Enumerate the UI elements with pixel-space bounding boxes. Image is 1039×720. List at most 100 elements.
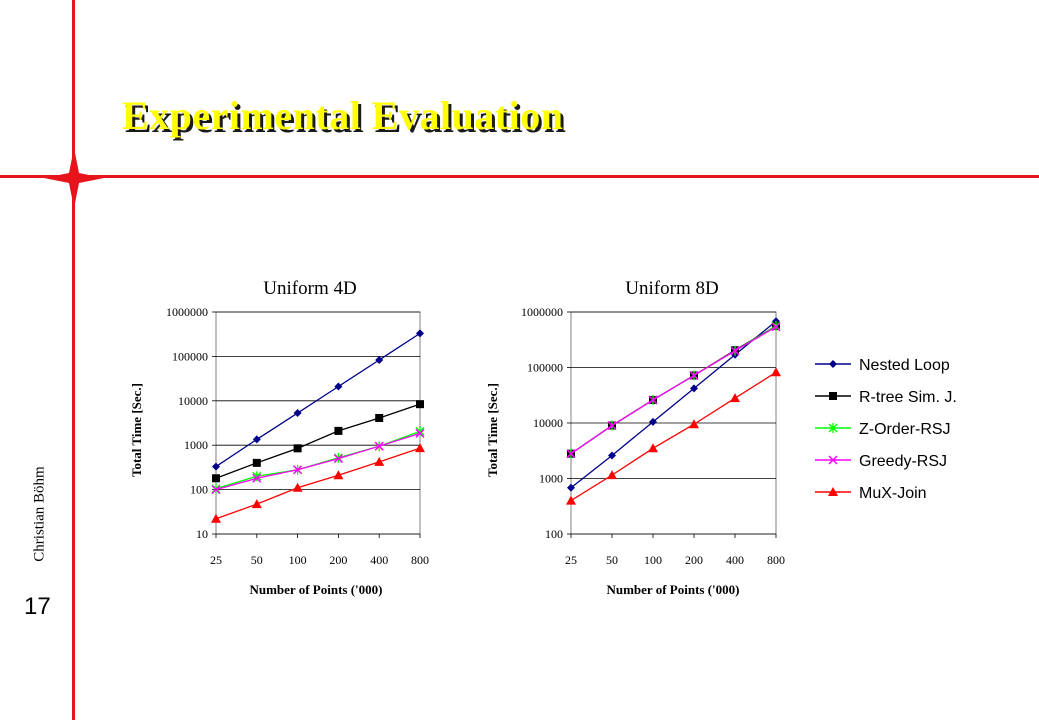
legend-entry: Z-Order-RSJ — [815, 421, 951, 438]
data-point — [415, 443, 425, 453]
series-r-tree-sim-j — [212, 400, 424, 483]
plot-area — [215, 311, 421, 535]
data-point — [730, 393, 740, 403]
series-greedy-rsj — [211, 428, 425, 495]
chart-title: Uniform 8D — [625, 278, 718, 299]
data-point — [292, 482, 303, 492]
series-line — [215, 447, 421, 520]
data-point — [211, 485, 221, 495]
red-star-icon — [44, 148, 104, 208]
series-mux-join — [211, 443, 425, 523]
chart-legend: Nested Loop R-tree Sim. J. Z-Order-RSJ Gree… — [815, 357, 957, 502]
x-tick-label: 200 — [685, 553, 703, 567]
data-point — [607, 470, 617, 480]
y-tick-label: 1000000 — [521, 305, 563, 319]
series-line — [570, 371, 777, 502]
data-point — [374, 441, 384, 451]
data-point — [649, 417, 657, 426]
vertical-accent-line — [72, 0, 75, 720]
data-point — [375, 413, 384, 422]
legend-marker — [828, 487, 838, 496]
legend-label: R-tree Sim. J. — [859, 389, 957, 406]
legend-label: Nested Loop — [859, 357, 950, 374]
legend-entry: Nested Loop — [815, 357, 950, 374]
data-point — [689, 419, 699, 429]
y-tick-label: 100 — [190, 483, 208, 497]
y-axis-label: Total Time [Sec.] — [485, 383, 500, 477]
x-tick-label: 400 — [370, 553, 388, 567]
x-axis-label: Number of Points ('000) — [249, 582, 382, 597]
data-point — [293, 465, 303, 475]
data-point — [334, 382, 343, 391]
legend-label: Z-Order-RSJ — [859, 421, 951, 438]
legend-entry: R-tree Sim. J. — [815, 389, 957, 406]
data-point — [293, 444, 302, 453]
y-tick-label: 10000 — [533, 416, 563, 430]
legend-label: Greedy-RSJ — [859, 453, 947, 470]
legend-marker — [828, 455, 838, 465]
y-tick-label: 10 — [196, 527, 208, 541]
data-point — [771, 322, 781, 332]
y-tick-label: 10000 — [178, 394, 208, 408]
series-line — [570, 320, 777, 489]
legend-marker — [829, 360, 837, 368]
data-point — [374, 456, 385, 466]
data-point — [690, 384, 698, 393]
data-point — [416, 329, 424, 338]
data-point — [607, 421, 617, 431]
data-point — [333, 470, 344, 480]
data-point — [252, 458, 261, 467]
x-tick-label: 50 — [606, 553, 618, 567]
data-point — [375, 355, 384, 364]
legend-entry: Greedy-RSJ — [815, 453, 947, 470]
data-point — [212, 462, 220, 471]
data-point — [211, 513, 221, 523]
horizontal-accent-line — [0, 175, 1039, 178]
x-tick-label: 800 — [767, 553, 785, 567]
chart-uniform-4d: Uniform 4D Number of Points ('000) Total… — [129, 278, 429, 597]
data-point — [212, 474, 220, 483]
chart-uniform-8d: Uniform 8D Number of Points ('000) Total… — [485, 278, 785, 597]
y-axis-label: Total Time [Sec.] — [129, 383, 144, 477]
data-point — [771, 367, 781, 377]
x-axis-label: Number of Points ('000) — [606, 582, 739, 597]
data-point — [648, 443, 658, 453]
legend-marker — [828, 423, 838, 433]
data-point — [689, 370, 699, 380]
data-point — [567, 483, 575, 492]
data-point — [252, 435, 261, 444]
x-tick-label: 25 — [565, 553, 577, 567]
x-tick-label: 400 — [726, 553, 744, 567]
data-point — [730, 346, 740, 356]
x-tick-label: 25 — [210, 553, 222, 567]
legend-label: MuX-Join — [859, 485, 927, 502]
y-tick-label: 100 — [545, 527, 563, 541]
data-point — [566, 495, 576, 505]
slide-title: Experimental Evaluation — [122, 93, 564, 138]
data-point — [415, 428, 425, 438]
data-point — [334, 426, 343, 435]
y-tick-label: 100000 — [172, 349, 208, 363]
y-tick-label: 100000 — [527, 361, 563, 375]
x-tick-label: 100 — [289, 553, 307, 567]
x-tick-label: 50 — [251, 553, 263, 567]
data-point — [608, 451, 616, 460]
data-point — [416, 400, 424, 409]
x-tick-label: 800 — [411, 553, 429, 567]
data-point — [293, 409, 302, 418]
series-line — [570, 326, 777, 455]
y-tick-label: 1000 — [539, 472, 563, 486]
series-line — [215, 403, 421, 479]
x-tick-label: 200 — [329, 553, 347, 567]
page-number: 17 — [24, 593, 51, 620]
series-greedy-rsj — [566, 322, 781, 459]
legend-marker — [829, 392, 837, 400]
legend-entry: MuX-Join — [815, 485, 927, 502]
x-tick-label: 100 — [644, 553, 662, 567]
series-line — [215, 432, 421, 491]
series-mux-join — [566, 367, 781, 505]
y-tick-label: 1000 — [184, 438, 208, 452]
data-point — [566, 449, 576, 459]
data-point — [333, 454, 343, 464]
